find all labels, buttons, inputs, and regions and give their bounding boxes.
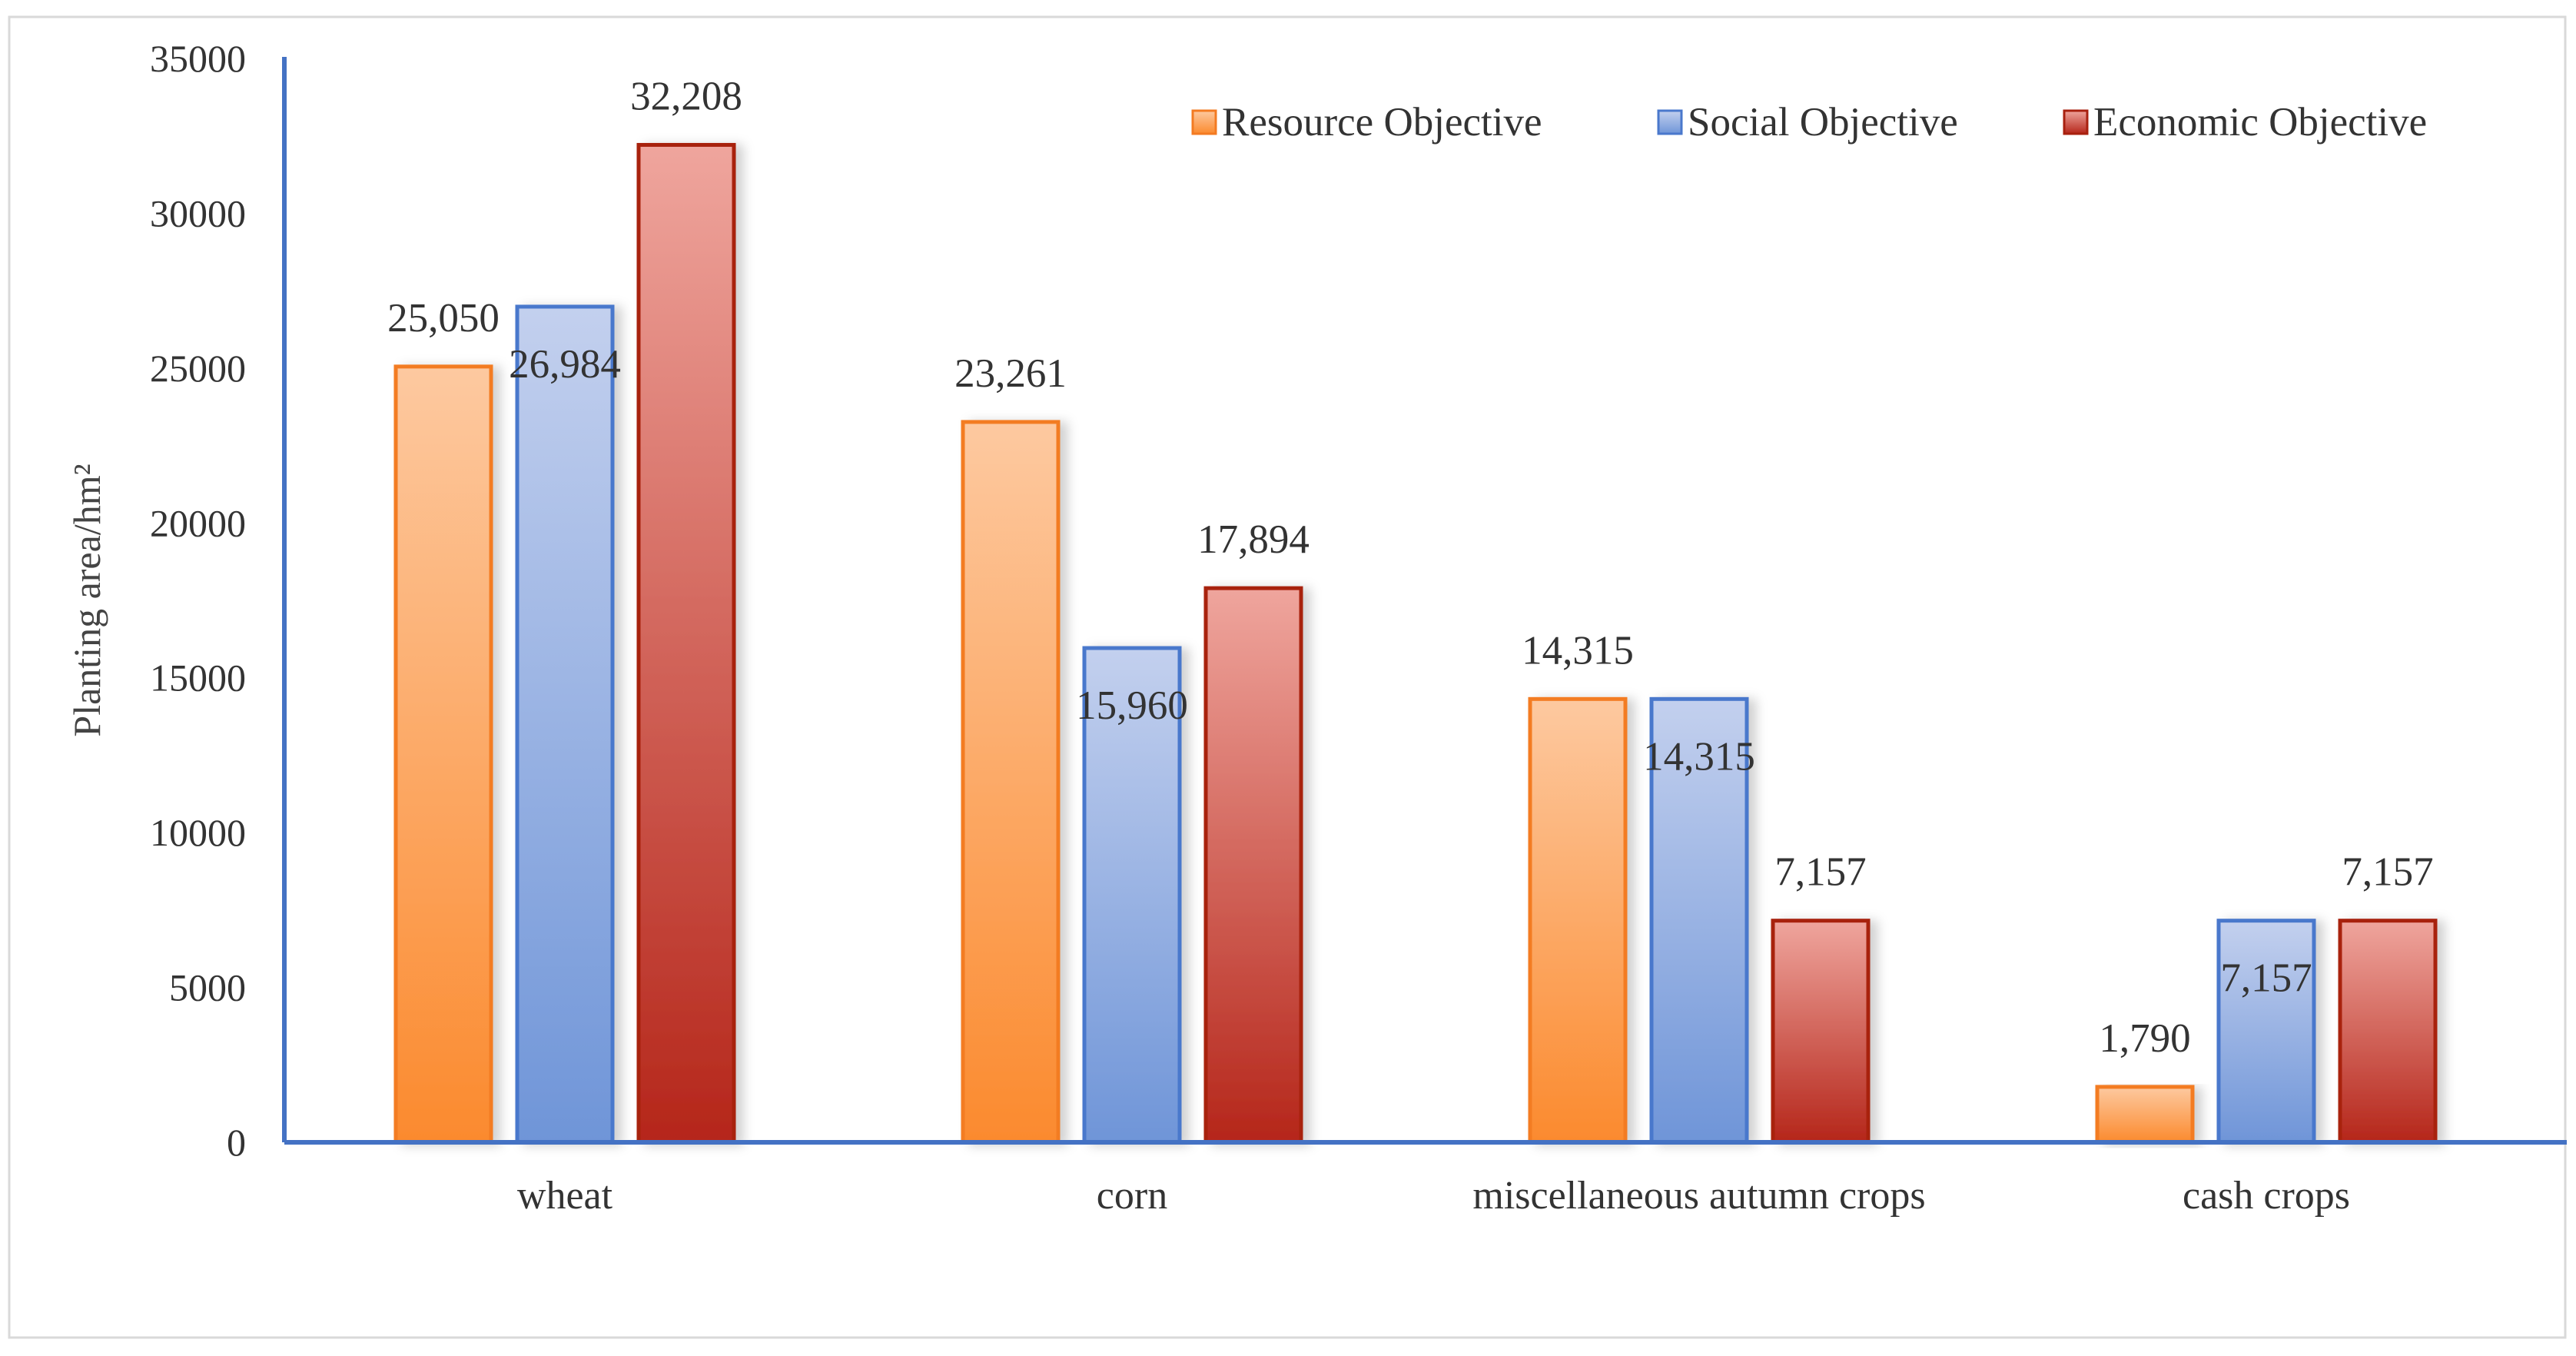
data-label-economic: 17,894 xyxy=(1197,517,1310,562)
x-category-label: miscellaneous autumn crops xyxy=(1472,1174,1925,1218)
y-tick-label: 30000 xyxy=(150,191,246,234)
bar-social xyxy=(1082,646,1182,1145)
data-label-resource: 25,050 xyxy=(387,296,500,341)
y-tick-label: 10000 xyxy=(150,811,246,854)
legend-swatch-social xyxy=(1657,109,1683,135)
data-label-economic: 7,157 xyxy=(2342,850,2433,895)
bar-economic xyxy=(1203,586,1303,1145)
x-category-label: cash crops xyxy=(2183,1174,2350,1218)
bar-resource xyxy=(1528,696,1628,1145)
bar-social xyxy=(515,304,615,1145)
bar-economic xyxy=(1771,919,1871,1145)
y-tick-label: 35000 xyxy=(150,37,246,80)
data-label-social: 15,960 xyxy=(1076,683,1188,728)
data-label-social: 7,157 xyxy=(2220,956,2312,1001)
y-axis-label: Planting area/hm² xyxy=(65,464,108,736)
bar-economic xyxy=(2338,919,2438,1145)
legend-swatch-economic xyxy=(2063,109,2089,135)
data-label-social: 26,984 xyxy=(509,342,621,387)
data-label-economic: 7,157 xyxy=(1774,850,1866,895)
bar-resource xyxy=(393,364,493,1145)
data-label-social: 14,315 xyxy=(1643,734,1755,779)
y-tick-label: 20000 xyxy=(150,501,246,544)
bar-resource xyxy=(961,420,1061,1145)
bar-economic xyxy=(636,142,736,1145)
y-tick-label: 5000 xyxy=(169,966,246,1009)
bar-social xyxy=(2216,919,2316,1145)
legend-swatch-resource xyxy=(1191,109,1217,135)
y-tick-label: 0 xyxy=(227,1121,246,1164)
x-category-label: corn xyxy=(1097,1174,1167,1218)
data-label-economic: 32,208 xyxy=(630,74,742,118)
bar-resource xyxy=(2095,1085,2195,1145)
y-tick-label: 15000 xyxy=(150,656,246,700)
legend-label-economic: Economic Objective xyxy=(2093,100,2427,145)
x-category-label: wheat xyxy=(517,1174,613,1218)
data-label-resource: 14,315 xyxy=(1522,628,1634,673)
legend-label-resource: Resource Objective xyxy=(1222,100,1542,145)
legend-label-social: Social Objective xyxy=(1688,100,1958,145)
data-label-resource: 1,790 xyxy=(2099,1016,2190,1061)
y-tick-label: 25000 xyxy=(150,347,246,390)
data-label-resource: 23,261 xyxy=(954,351,1067,396)
